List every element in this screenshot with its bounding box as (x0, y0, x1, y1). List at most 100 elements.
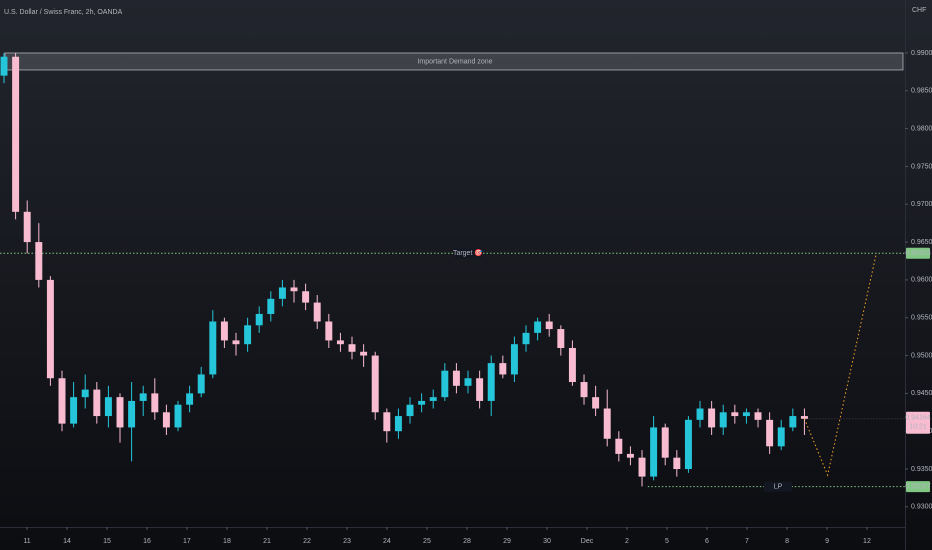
candle-body (302, 291, 310, 303)
x-tick-label: 5 (665, 538, 669, 545)
candle-body (476, 378, 484, 401)
lp-label: LP (774, 483, 783, 490)
candle-body (93, 389, 101, 417)
y-tick-label: 0.99000 (911, 50, 932, 57)
last-price: 0.94164 (905, 415, 930, 422)
x-tick-label: 16 (143, 538, 151, 545)
candle-body (394, 416, 402, 432)
lp-price-bg (906, 481, 930, 493)
x-tick-label: 18 (223, 538, 231, 545)
candle-body (418, 400, 426, 405)
x-tick-label: 28 (463, 538, 471, 545)
target-price: 0.96353 (905, 250, 930, 257)
candle-body (452, 370, 460, 386)
x-tick-label: 12 (863, 538, 871, 545)
candle-body (128, 400, 136, 428)
candle-body (638, 457, 646, 477)
candle-body (371, 355, 379, 413)
x-tick-label: 21 (263, 538, 271, 545)
lp-label-bg (764, 481, 792, 492)
candle-body (35, 242, 43, 280)
x-tick-label: 22 (303, 538, 311, 545)
candle-body (568, 347, 576, 383)
x-tick-label: 7 (745, 538, 749, 545)
candle-body (603, 408, 611, 439)
candle-body (0, 56, 8, 76)
candle-body (696, 408, 704, 420)
candle-body (650, 427, 658, 477)
chart-title: U.S. Dollar / Swiss Franc, 2h, OANDA (4, 9, 123, 16)
candle-body (684, 419, 692, 470)
lp-price: 0.93267 (905, 483, 930, 490)
candle-body (800, 416, 808, 419)
target-price-bg (906, 247, 930, 259)
projection-path (803, 253, 877, 477)
candle-body (522, 332, 530, 345)
candle-body (592, 397, 600, 409)
candle-body (615, 438, 623, 454)
x-tick-label: Dec (581, 538, 594, 545)
candle-body (545, 321, 553, 330)
candle-body (336, 340, 344, 345)
candle-body (510, 344, 518, 375)
zone-label: Important Demand zone (417, 58, 492, 65)
candle-body (23, 211, 31, 243)
candle-body (139, 393, 147, 401)
countdown: 10:21 (909, 424, 927, 431)
candle-body (534, 321, 542, 333)
candle-body (557, 329, 565, 348)
x-tick-label: 9 (825, 538, 829, 545)
candle-body (12, 56, 20, 212)
candle-body (360, 351, 368, 356)
target-label: Target 🎯 (453, 248, 483, 257)
candle-body (406, 404, 414, 417)
candle-body (487, 363, 495, 401)
candle-body (742, 412, 750, 417)
candle-body (104, 397, 112, 417)
candle-body (464, 378, 472, 386)
x-tick-label: 29 (503, 538, 511, 545)
candle-body (151, 393, 159, 413)
candle-body (209, 321, 217, 375)
candle-body (719, 412, 727, 428)
x-tick-label: 6 (705, 538, 709, 545)
candle-body (777, 427, 785, 447)
last-price-bg (906, 411, 930, 434)
x-tick-label: 15 (103, 538, 111, 545)
currency-label: CHF (912, 7, 926, 14)
candle-body (499, 363, 507, 375)
candle-body (731, 412, 739, 417)
candle-body (708, 408, 716, 428)
candle-body (580, 382, 588, 398)
candle-body (162, 412, 170, 428)
candle-body (186, 393, 194, 405)
x-tick-label: 30 (543, 538, 551, 545)
candle-body (429, 397, 437, 401)
x-tick-label: 23 (343, 538, 351, 545)
x-tick-label: 25 (423, 538, 431, 545)
candle-body (81, 389, 89, 398)
candle-body (267, 298, 275, 314)
candle-body (789, 416, 797, 428)
candle-body (174, 404, 182, 428)
candle-body (290, 287, 298, 292)
candle-body (348, 344, 356, 352)
candle-body (278, 287, 286, 299)
candle-body (766, 419, 774, 447)
x-tick-label: 14 (63, 538, 71, 545)
candle-body (255, 313, 263, 326)
candle-body (626, 453, 634, 458)
candle-body (754, 412, 762, 420)
